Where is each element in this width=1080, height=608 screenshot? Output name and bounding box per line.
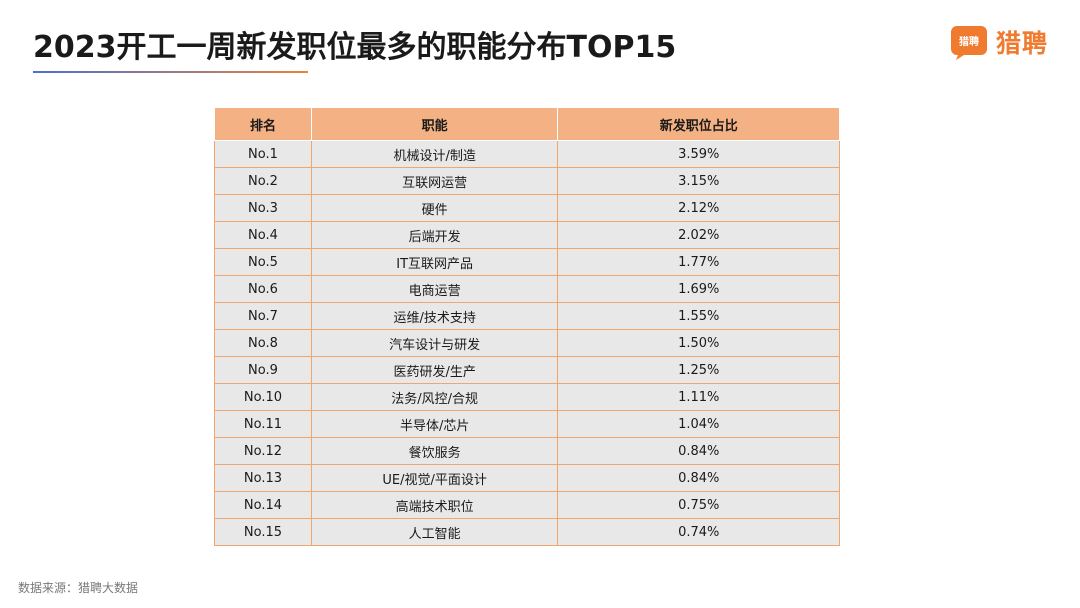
share-cell: 1.69% xyxy=(557,275,840,303)
rank-cell: No.3 xyxy=(214,194,312,222)
function-cell: 互联网运营 xyxy=(310,167,559,195)
logo-text: 猎聘 xyxy=(996,29,1049,58)
rank-cell: No.4 xyxy=(214,221,312,249)
share-cell: 3.59% xyxy=(557,140,840,168)
column-header-share: 新发职位占比 xyxy=(557,107,840,141)
column-header-function: 职能 xyxy=(310,107,559,141)
rank-cell: No.14 xyxy=(214,491,312,519)
table-row: No.7 运维/技术支持 1.55% xyxy=(214,302,840,330)
table-row: No.5 IT互联网产品 1.77% xyxy=(214,248,840,276)
function-cell: 运维/技术支持 xyxy=(310,302,559,330)
table-row: No.15 人工智能 0.74% xyxy=(214,518,840,546)
table-row: No.9 医药研发/生产 1.25% xyxy=(214,356,840,384)
function-cell: 电商运营 xyxy=(310,275,559,303)
page-title: 2023开工一周新发职位最多的职能分布TOP15 xyxy=(33,30,677,65)
table-row: No.11 半导体/芯片 1.04% xyxy=(214,410,840,438)
rank-cell: No.1 xyxy=(214,140,312,168)
function-cell: 汽车设计与研发 xyxy=(310,329,559,357)
table-row: No.13 UE/视觉/平面设计 0.84% xyxy=(214,464,840,492)
table-body: No.1 机械设计/制造 3.59% No.2 互联网运营 3.15% No.3 硬件 2.12… xyxy=(214,140,840,546)
table-row: No.6 电商运营 1.69% xyxy=(214,275,840,303)
logo-badge-text: 猎聘 xyxy=(959,35,979,48)
data-source-note: 数据来源：猎聘大数据 xyxy=(18,581,139,595)
rank-cell: No.15 xyxy=(214,518,312,546)
table-row: No.1 机械设计/制造 3.59% xyxy=(214,140,840,168)
share-cell: 1.77% xyxy=(557,248,840,276)
rank-cell: No.13 xyxy=(214,464,312,492)
function-cell: IT互联网产品 xyxy=(310,248,559,276)
share-cell: 2.12% xyxy=(557,194,840,222)
table-row: No.14 高端技术职位 0.75% xyxy=(214,491,840,519)
share-cell: 0.84% xyxy=(557,437,840,465)
table-row: No.2 互联网运营 3.15% xyxy=(214,167,840,195)
share-cell: 1.55% xyxy=(557,302,840,330)
share-cell: 0.74% xyxy=(557,518,840,546)
share-cell: 1.04% xyxy=(557,410,840,438)
function-cell: 医药研发/生产 xyxy=(310,356,559,384)
ranking-table-container: 排名 职能 新发职位占比 No.1 机械设计/制造 3.59% No.2 互联网运营 3.… xyxy=(214,107,840,546)
function-cell: 半导体/芯片 xyxy=(310,410,559,438)
share-cell: 1.25% xyxy=(557,356,840,384)
function-cell: 后端开发 xyxy=(310,221,559,249)
rank-cell: No.11 xyxy=(214,410,312,438)
table-header-row: 排名 职能 新发职位占比 xyxy=(214,107,840,141)
share-cell: 0.75% xyxy=(557,491,840,519)
column-header-rank: 排名 xyxy=(214,107,312,141)
ranking-table: 排名 职能 新发职位占比 No.1 机械设计/制造 3.59% No.2 互联网运营 3.… xyxy=(214,107,840,546)
title-underline xyxy=(33,71,308,73)
rank-cell: No.7 xyxy=(214,302,312,330)
rank-cell: No.5 xyxy=(214,248,312,276)
table-row: No.3 硬件 2.12% xyxy=(214,194,840,222)
share-cell: 0.84% xyxy=(557,464,840,492)
function-cell: 机械设计/制造 xyxy=(310,140,559,168)
chat-bubble-logo-icon: 猎聘 xyxy=(950,25,988,60)
share-cell: 2.02% xyxy=(557,221,840,249)
rank-cell: No.10 xyxy=(214,383,312,411)
function-cell: 法务/风控/合规 xyxy=(310,383,559,411)
rank-cell: No.6 xyxy=(214,275,312,303)
table-row: No.12 餐饮服务 0.84% xyxy=(214,437,840,465)
share-cell: 1.50% xyxy=(557,329,840,357)
table-row: No.10 法务/风控/合规 1.11% xyxy=(214,383,840,411)
brand-logo: 猎聘 猎聘 xyxy=(950,24,1048,60)
function-cell: 硬件 xyxy=(310,194,559,222)
rank-cell: No.12 xyxy=(214,437,312,465)
function-cell: 人工智能 xyxy=(310,518,559,546)
rank-cell: No.2 xyxy=(214,167,312,195)
rank-cell: No.9 xyxy=(214,356,312,384)
table-row: No.8 汽车设计与研发 1.50% xyxy=(214,329,840,357)
table-row: No.4 后端开发 2.02% xyxy=(214,221,840,249)
share-cell: 1.11% xyxy=(557,383,840,411)
rank-cell: No.8 xyxy=(214,329,312,357)
share-cell: 3.15% xyxy=(557,167,840,195)
function-cell: 高端技术职位 xyxy=(310,491,559,519)
function-cell: 餐饮服务 xyxy=(310,437,559,465)
function-cell: UE/视觉/平面设计 xyxy=(310,464,559,492)
